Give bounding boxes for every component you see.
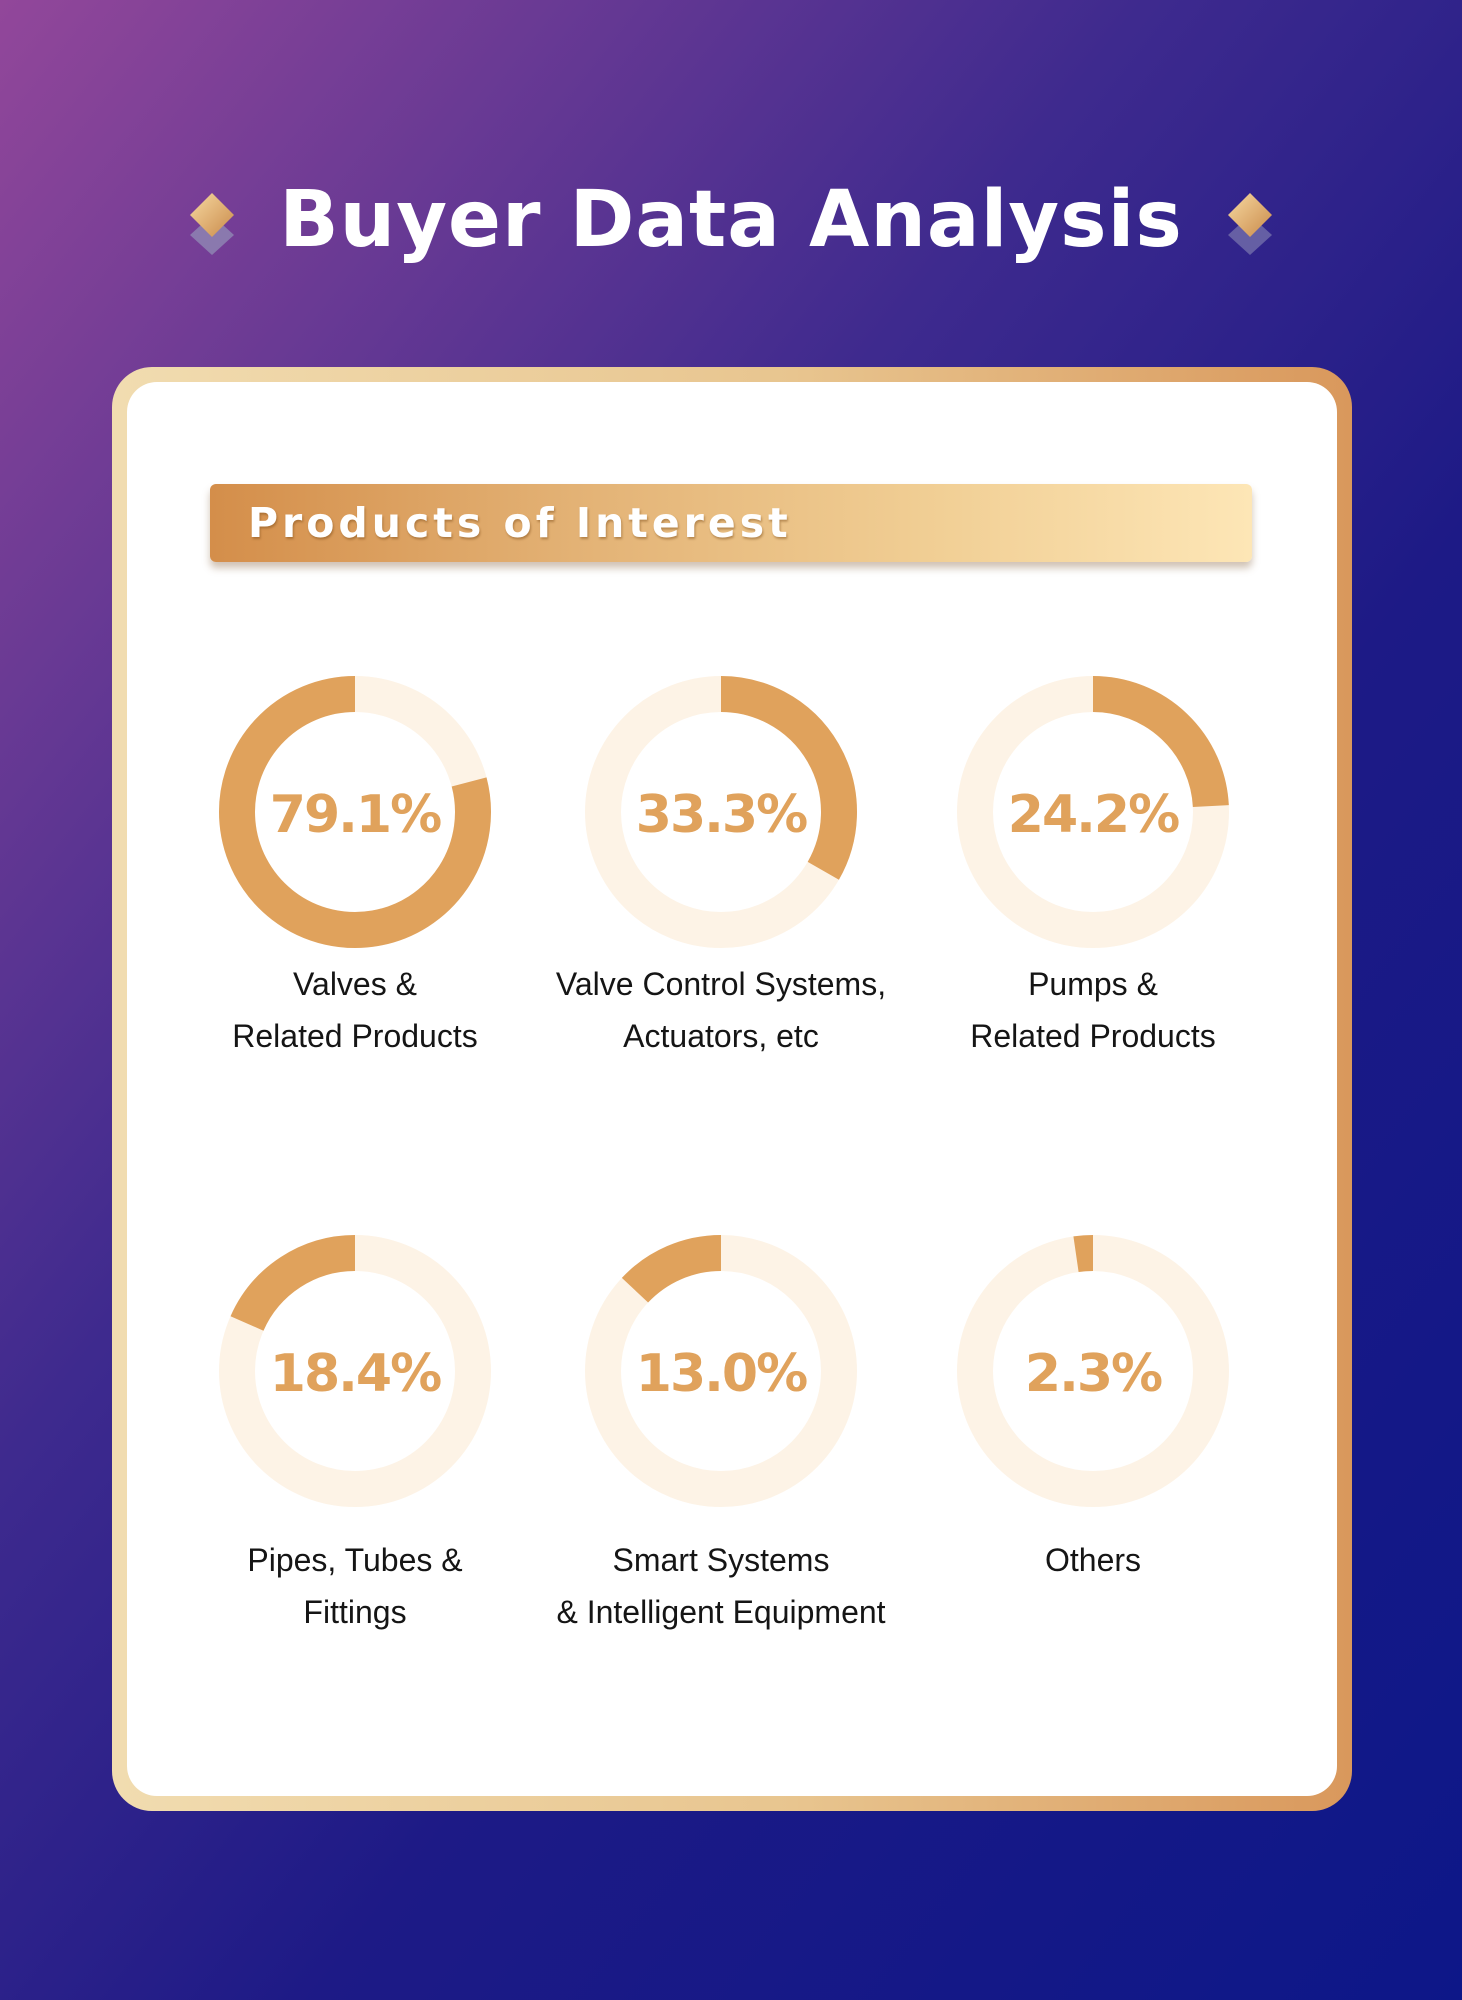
- donut-value-label: 24.2%: [1008, 785, 1179, 845]
- category-label: Valves & Related Products: [145, 958, 565, 1062]
- section-banner: Products of Interest: [210, 484, 1252, 562]
- donut-arc: [230, 1235, 356, 1332]
- donut-0: 79.1%: [219, 676, 491, 948]
- card: [127, 382, 1337, 1796]
- donut-arc: [1092, 676, 1229, 808]
- donut-value-label: 18.4%: [270, 1344, 441, 1404]
- page-title: Buyer Data Analysis: [279, 175, 1183, 265]
- category-label-line: Related Products: [970, 1018, 1216, 1054]
- category-label-line: Fittings: [303, 1594, 407, 1630]
- category-label: Smart Systems & Intelligent Equipment: [511, 1534, 931, 1638]
- donut-4: 13.0%: [585, 1235, 857, 1507]
- donut-arc: [1073, 1235, 1094, 1273]
- donut-value-label: 2.3%: [1025, 1344, 1162, 1404]
- donut-arc: [720, 676, 857, 880]
- diamond-icon-right: [1227, 193, 1272, 255]
- category-label-line: Others: [1044, 1542, 1142, 1578]
- donut-3: 18.4%: [219, 1235, 491, 1507]
- category-label: Pipes, Tubes & Fittings: [145, 1534, 565, 1638]
- category-label-line: & Intelligent Equipment: [556, 1594, 886, 1630]
- diamond-icon-left: [190, 193, 235, 255]
- category-label-line: Valves &: [293, 966, 417, 1002]
- donut-1: 33.3%: [585, 676, 857, 948]
- category-label-line: Related Products: [232, 1018, 478, 1054]
- donut-2: 24.2%: [957, 676, 1229, 948]
- donut-arc: [219, 676, 491, 948]
- category-label: Valve Control Systems, Actuators, etc: [511, 958, 931, 1062]
- donut-value-label: 33.3%: [636, 785, 807, 845]
- category-label-line: Pipes, Tubes &: [247, 1542, 463, 1578]
- donut-value-label: 13.0%: [636, 1344, 807, 1404]
- donut-arc: [621, 1235, 722, 1303]
- category-label-line: Actuators, etc: [623, 1018, 819, 1054]
- category-label-line: Smart Systems: [612, 1542, 830, 1578]
- category-label: Others: [883, 1534, 1303, 1586]
- title-row: Buyer Data Analysis: [0, 160, 1462, 280]
- category-label-line: Valve Control Systems,: [555, 966, 887, 1002]
- donut-5: 2.3%: [957, 1235, 1229, 1507]
- category-label: Pumps & Related Products: [883, 958, 1303, 1062]
- section-title: Products of Interest: [248, 499, 792, 547]
- donut-value-label: 79.1%: [270, 785, 441, 845]
- category-label-line: Pumps &: [1028, 966, 1158, 1002]
